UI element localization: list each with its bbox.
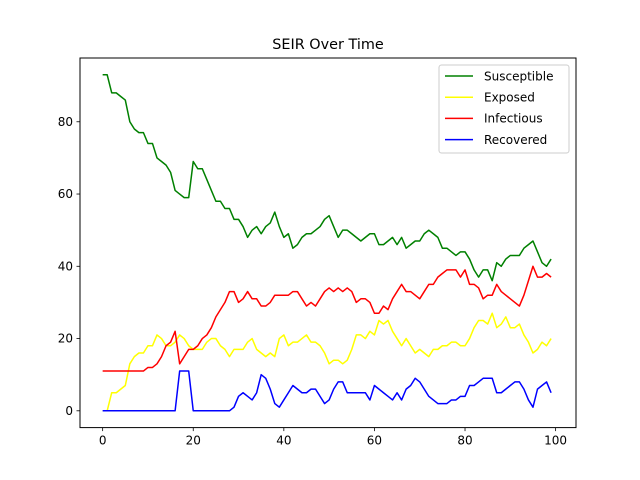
legend-label-exposed: Exposed (484, 91, 535, 105)
y-tick-label: 20 (58, 332, 73, 346)
x-tick-label: 40 (276, 434, 291, 448)
axes-frame (79, 57, 577, 429)
legend-label-infectious: Infectious (484, 112, 543, 126)
x-tick-label: 100 (544, 434, 567, 448)
x-tick-label: 0 (99, 434, 107, 448)
series-line-recovered (102, 370, 552, 412)
chart-title: SEIR Over Time (272, 37, 384, 53)
series-line-infectious (102, 265, 552, 372)
y-tick-label: 0 (65, 404, 73, 418)
x-tick-label: 80 (457, 434, 472, 448)
x-tick-label: 20 (186, 434, 201, 448)
legend-label-recovered: Recovered (484, 133, 547, 147)
y-tick-label: 80 (58, 115, 73, 129)
plot-area (102, 74, 552, 412)
y-axis: 0 20 40 60 80 (58, 115, 80, 418)
series-line-exposed (102, 312, 552, 412)
legend-box (438, 64, 570, 154)
x-axis: 0 20 40 60 80 100 (99, 427, 567, 448)
legend-label-susceptible: Susceptible (484, 69, 553, 83)
y-tick-label: 40 (58, 259, 73, 273)
series-line-susceptible (102, 74, 552, 282)
x-tick-label: 60 (367, 434, 382, 448)
legend: Susceptible Exposed Infectious Recovered (438, 64, 570, 154)
y-tick-label: 60 (58, 187, 73, 201)
